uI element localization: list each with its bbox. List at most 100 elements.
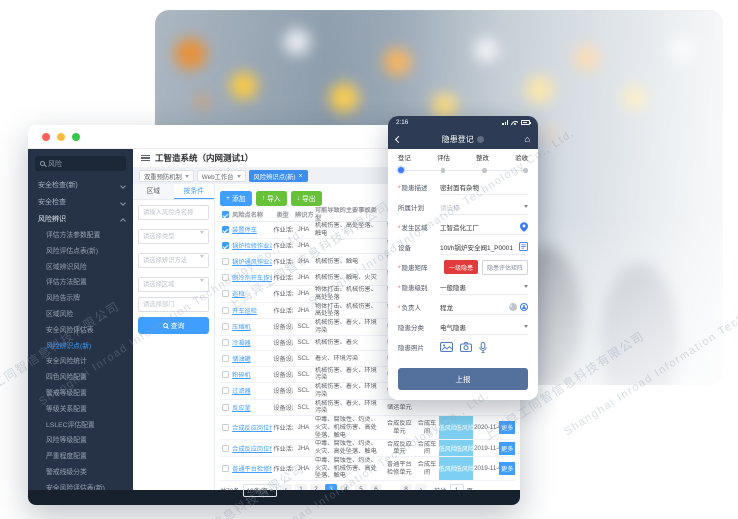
submit-button[interactable]: 上报 [398,368,528,390]
row-checkbox[interactable] [221,226,229,234]
tab-chip-risk-points-active[interactable]: 风险辨识点(新) × [248,170,308,182]
level-select[interactable]: 一般隐患 [440,280,528,295]
tab-chip-web-workbench[interactable]: Web工作台 [196,170,246,182]
risk-point-link[interactable]: 过滤器 [232,388,251,396]
search-button[interactable]: 查询 [138,317,209,334]
type-select[interactable] [138,229,209,244]
maximize-window-button[interactable] [72,132,80,141]
sidebar-item[interactable]: 风险辨识 [28,211,133,228]
row-checkbox[interactable] [221,444,229,452]
row-checkbox[interactable] [221,242,229,250]
close-window-button[interactable] [42,132,50,141]
import-button[interactable]: ↑ 导入 [255,190,287,206]
more-button[interactable]: 更多 [499,421,516,435]
risk-point-link[interactable]: 锅炉通风作业活动 [232,259,272,267]
table-row[interactable]: 反应釜 设备设施 SCL 机械伤害、着火、环境污染 储运单元 [220,400,515,417]
risk-point-link[interactable]: 装置停车 [232,227,257,235]
minimize-window-button[interactable] [57,132,65,141]
risk-point-link[interactable]: 锅炉检修作业活动 [232,243,272,251]
risk-point-link[interactable]: 压缩机 [232,324,251,332]
row-checkbox[interactable] [221,387,229,395]
row-checkbox[interactable] [221,354,229,362]
row-checkbox[interactable] [221,424,229,432]
risk-point-link[interactable]: 开车巡检 [232,307,257,315]
sidebar-item[interactable]: 区域辨识风险 [46,263,87,271]
filter-tab[interactable]: 按条件 [173,184,214,199]
owner-field[interactable]: 程龙 × [440,300,528,315]
sidebar-item[interactable]: LSLEC评估配置 [46,421,95,429]
description-input[interactable]: 密封面有杂物 [440,180,528,195]
matrix-evaluate-button[interactable]: 隐患评估矩阵 [481,259,528,275]
hazard-level-button[interactable]: 一级隐患 [443,260,478,274]
method-select[interactable] [138,253,209,268]
sidebar-item[interactable]: 安全风险评估表 [46,326,94,334]
row-checkbox[interactable] [221,339,229,347]
sidebar-item[interactable]: 严重程度配置 [46,453,87,461]
sidebar-item[interactable]: 安全风险评估表(新) [46,484,105,490]
hamburger-menu-icon[interactable] [141,154,150,162]
home-icon[interactable]: ⌂ [524,133,530,144]
contact-picker-icon[interactable] [520,302,528,311]
cell-method: JHA [297,444,310,452]
sidebar-item[interactable]: 评估方法参数配置 [46,232,101,239]
row-checkbox[interactable] [221,465,229,472]
sidebar-item[interactable]: 评估方法配置 [46,279,87,287]
location-pin-icon[interactable] [520,221,528,232]
risk-point-link[interactable]: 巡检 [232,291,245,299]
sidebar-item[interactable]: 风险辨识点(新) [46,342,92,350]
record-audio-icon[interactable] [479,341,487,353]
row-checkbox[interactable] [221,258,229,266]
sidebar-item[interactable]: 四色风险配置 [46,374,87,382]
risk-point-link[interactable]: 反应釜 [232,404,251,412]
row-checkbox[interactable] [221,370,229,378]
filter-tab[interactable]: 区域 [146,188,161,195]
risk-point-link[interactable]: 冷凝器 [232,340,251,348]
row-checkbox[interactable] [221,290,229,298]
department-input[interactable] [138,297,209,312]
sidebar-item[interactable]: 风险告示牌 [46,295,80,303]
tab-chip-dual-prevention[interactable]: 双重预防机制 [139,170,194,182]
sidebar-item[interactable]: 警戒等级配置 [46,389,87,397]
sidebar-item[interactable]: 安全检查(新) [28,177,133,194]
risk-point-link[interactable]: 制冷剂开车作业活动 [232,275,272,283]
sidebar-item[interactable]: 风险评估点表(新) [46,247,99,255]
category-select[interactable]: 电气隐患 [440,320,528,335]
region-picker[interactable]: 工智造化工厂 [440,220,528,235]
plan-select[interactable]: 请选择 [440,200,528,215]
page-size-select[interactable]: 10条/页 [242,483,277,497]
sidebar-item[interactable]: 安全检查 [28,194,133,211]
sidebar-search-input[interactable]: 风险 [35,156,126,171]
close-icon[interactable]: × [298,172,303,180]
take-photo-icon[interactable] [460,342,472,352]
row-checkbox[interactable] [221,323,229,331]
risk-point-link[interactable]: 储油罐 [232,355,251,363]
sidebar-item[interactable]: 等级关系配置 [46,405,87,413]
select-all-checkbox[interactable] [221,211,229,218]
clear-icon[interactable]: × [509,302,517,311]
area-select[interactable] [138,277,209,292]
device-list-icon[interactable] [519,242,528,251]
risk-point-name-input[interactable] [138,205,209,220]
row-checkbox[interactable] [221,306,229,314]
add-button[interactable]: + 添加 [220,190,252,206]
row-checkbox[interactable] [221,403,229,411]
cell-type: 作业活动 [273,307,293,315]
page-button[interactable]: ... [385,484,397,496]
more-button[interactable]: 更多 [499,462,516,475]
export-button[interactable]: ↓ 导出 [290,190,322,206]
row-checkbox[interactable] [221,274,229,282]
device-picker[interactable]: 10t/h锅炉安全阀1_P0001 [440,240,528,255]
sidebar-item[interactable]: 风险等级配置 [46,437,87,445]
sidebar-item[interactable]: 区域风险 [46,310,74,318]
sidebar-item[interactable]: 安全风险统计 [46,358,87,366]
sidebar-item[interactable]: 警戒线级分类 [46,468,87,476]
risk-point-link[interactable]: 粉碎机 [232,371,251,379]
add-photo-icon[interactable] [440,342,453,352]
more-button[interactable]: 更多 [499,441,516,455]
